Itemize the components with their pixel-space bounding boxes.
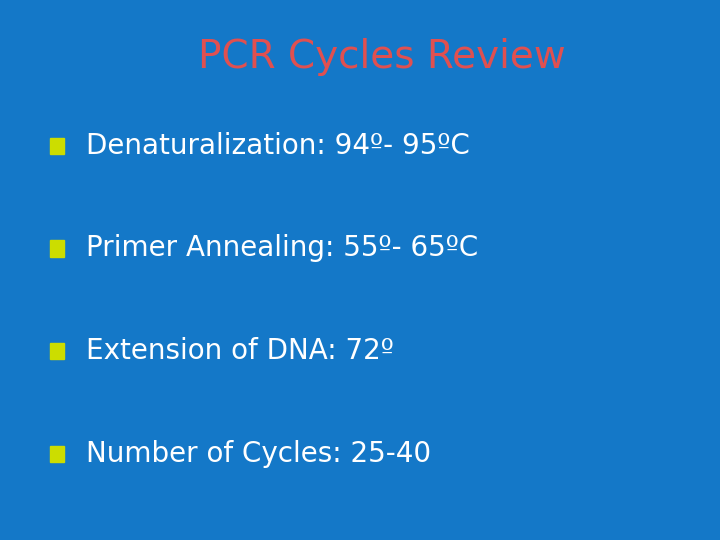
- FancyBboxPatch shape: [50, 446, 65, 462]
- FancyBboxPatch shape: [50, 240, 65, 256]
- Text: Extension of DNA: 72º: Extension of DNA: 72º: [86, 337, 394, 365]
- Text: Primer Annealing: 55º- 65ºC: Primer Annealing: 55º- 65ºC: [86, 234, 478, 262]
- Text: Number of Cycles: 25-40: Number of Cycles: 25-40: [86, 440, 431, 468]
- Text: PCR Cycles Review: PCR Cycles Review: [198, 38, 565, 76]
- Text: Denaturalization: 94º- 95ºC: Denaturalization: 94º- 95ºC: [86, 132, 470, 160]
- FancyBboxPatch shape: [50, 138, 65, 154]
- FancyBboxPatch shape: [50, 343, 65, 359]
